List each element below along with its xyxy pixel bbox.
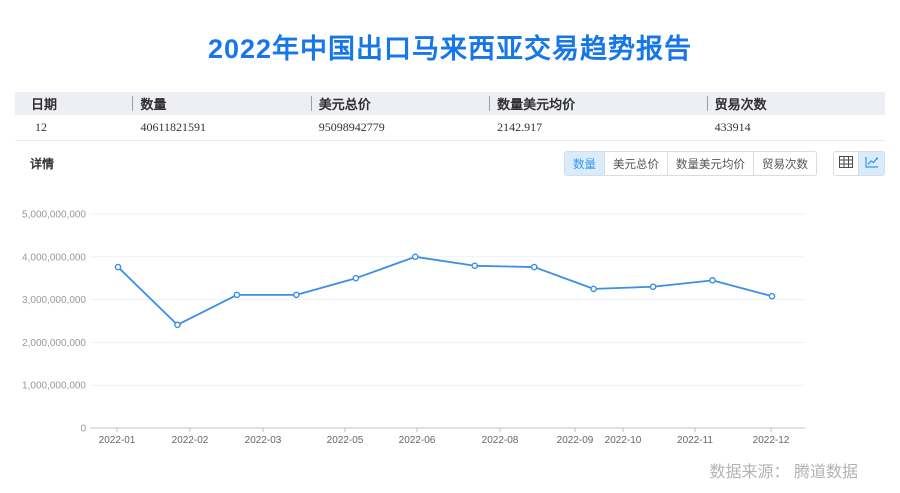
cell-usd-avg: 2142.917 [497,120,543,134]
metric-button-trade-count[interactable]: 贸易次数 [754,152,816,175]
line-chart-view-icon [864,156,879,171]
header-cell-usd-avg: 数量美元均价 [489,92,707,115]
svg-text:3,000,000,000: 3,000,000,000 [22,295,86,306]
header-cell-quantity: 数量 [132,92,310,115]
svg-text:2022-09: 2022-09 [557,435,594,446]
cell-date: 12 [35,120,47,134]
svg-text:2022-08: 2022-08 [482,435,519,446]
svg-text:5,000,000,000: 5,000,000,000 [22,210,86,221]
table-view-icon [839,156,853,171]
summary-table: 日期 数量 美元总价 数量美元均价 贸易次数 12 40611821591 95… [15,92,885,141]
details-bar: 详情 数量 美元总价 数量美元均价 贸易次数 [15,151,885,176]
svg-text:2022-06: 2022-06 [399,435,436,446]
table-header-row: 日期 数量 美元总价 数量美元均价 贸易次数 [15,92,885,115]
metric-button-usd-avg[interactable]: 数量美元均价 [668,152,754,175]
details-label: 详情 [30,157,55,171]
chart-controls: 数量 美元总价 数量美元均价 贸易次数 [564,151,885,176]
svg-text:4,000,000,000: 4,000,000,000 [22,252,86,263]
metric-button-group: 数量 美元总价 数量美元均价 贸易次数 [564,151,817,176]
view-toggle-group [833,151,885,176]
data-source-text: 数据来源： 腾道数据 [709,464,858,481]
header-cell-trade-count: 贸易次数 [706,92,885,115]
line-chart-view-button[interactable] [859,152,884,175]
svg-text:0: 0 [80,424,86,435]
svg-text:2022-10: 2022-10 [605,435,642,446]
svg-text:2,000,000,000: 2,000,000,000 [22,338,86,349]
page-title: 2022年中国出口马来西亚交易趋势报告 [207,34,693,64]
table-view-button[interactable] [834,152,859,175]
cell-usd-total: 95098942779 [318,120,385,134]
svg-text:2022-05: 2022-05 [327,435,364,446]
trend-chart-container: 5,000,000,000 4,000,000,000 3,000,000,000 2… [0,195,900,456]
svg-text:2022-01: 2022-01 [99,435,136,446]
svg-text:2022-03: 2022-03 [245,435,282,446]
svg-text:1,000,000,000: 1,000,000,000 [22,381,86,392]
header-cell-usd-total: 美元总价 [310,92,489,115]
header-cell-date: 日期 [31,97,58,112]
svg-text:2022-12: 2022-12 [753,435,790,446]
metric-button-usd-total[interactable]: 美元总价 [605,152,668,175]
svg-text:2022-11: 2022-11 [677,435,713,446]
metric-button-quantity[interactable]: 数量 [565,152,605,175]
trend-line-chart: 5,000,000,000 4,000,000,000 3,000,000,000 2… [22,210,805,446]
svg-text:2022-02: 2022-02 [172,435,209,446]
cell-trade-count: 433914 [714,120,751,134]
table-row: 12 40611821591 95098942779 2142.917 4339… [15,115,885,141]
cell-quantity: 40611821591 [140,120,206,134]
